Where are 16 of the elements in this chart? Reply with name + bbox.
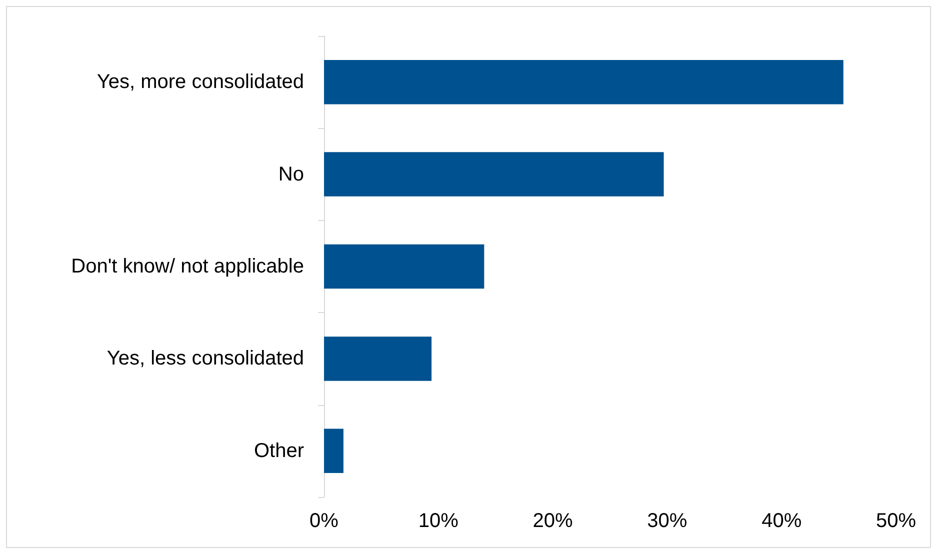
y-tick-label: Other	[254, 440, 304, 462]
x-tick-label: 30%	[647, 510, 688, 532]
y-tick-label: Yes, less consolidated	[106, 348, 304, 370]
x-tick-label: 10%	[418, 510, 459, 532]
y-tick-label: Yes, more consolidated	[96, 71, 304, 94]
bar	[324, 428, 344, 474]
x-tick-label: 0%	[310, 510, 339, 532]
bar	[324, 244, 484, 289]
y-tick-label: No	[278, 163, 304, 186]
x-tick-label: 20%	[532, 510, 574, 532]
x-tick-label: 50%	[876, 510, 916, 532]
x-tick-label: 40%	[762, 510, 802, 532]
bar	[324, 60, 844, 104]
bar	[324, 336, 432, 381]
bar	[324, 152, 664, 196]
y-tick-label: Don't know/ not applicable	[71, 256, 304, 278]
